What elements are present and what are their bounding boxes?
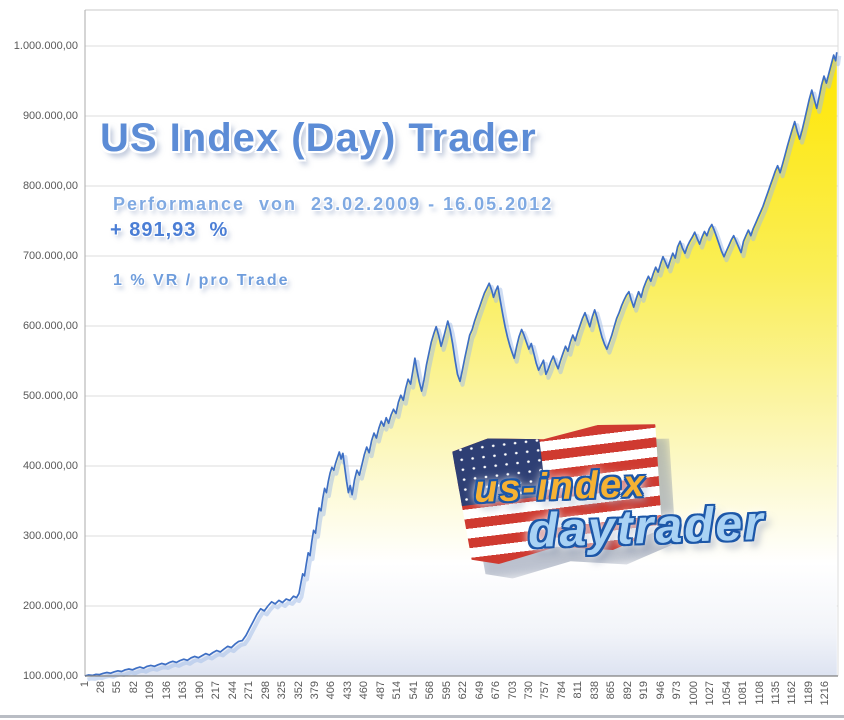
logo: us-index daytrader [448, 424, 798, 589]
performance-value: + 891,93 % [110, 219, 229, 241]
chart-title: US Index (Day) Trader [100, 116, 537, 160]
risk-note: 1 % VR / pro Trade [113, 272, 290, 289]
window-bottom-edge [0, 715, 844, 718]
logo-text-daytrader: daytrader [527, 496, 766, 559]
performance-period-label: Performance von 23.02.2009 - 16.05.2012 [113, 194, 554, 214]
